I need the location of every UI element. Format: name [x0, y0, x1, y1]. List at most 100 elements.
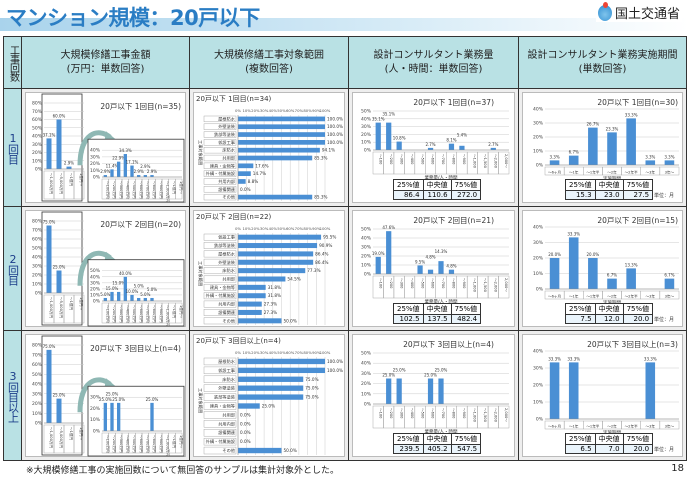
bar	[150, 297, 154, 301]
quartile-cell: 25%値	[393, 433, 424, 445]
bar	[568, 155, 579, 165]
y-tick-label: 80%	[32, 343, 43, 349]
value-label: 11.4%	[106, 163, 119, 168]
x-tick-label: 70%	[295, 108, 304, 113]
x-tick-label: 0%	[235, 108, 241, 113]
bar	[143, 175, 147, 177]
value-label: 5.0%	[134, 284, 144, 289]
chart-panel: 0% 10% 20% 30% 40% 50% 60% 70% 80% 90% 100% 仮設工事 95.…	[193, 210, 345, 327]
quartile-cell: 86.4	[393, 190, 424, 200]
category-label: ～700	[441, 154, 445, 165]
period-cell: 0% 10% 20% 30% 40% 33.3% ～6ヶ月 33.3% ～1年 ～1年半 ～2年 ～2…	[518, 330, 687, 461]
quartile-cell: 20.0	[622, 444, 654, 454]
bar	[238, 394, 304, 400]
category-cell	[498, 405, 510, 429]
category-label: ～900	[462, 408, 466, 419]
chart-title: 20戸以下 2回目(n=21)	[413, 216, 494, 225]
quartile-cell: 6.5	[565, 444, 596, 454]
category-cell	[203, 170, 237, 177]
bar	[396, 378, 402, 404]
category-label: ～1,500	[483, 408, 487, 423]
y-tick-label: 20%	[32, 401, 43, 407]
category-cell	[175, 432, 183, 454]
value-label: 2.9%	[134, 169, 144, 174]
y-tick-label: 40%	[361, 361, 372, 367]
category-label: ～1,000万円	[49, 427, 53, 448]
amount-cell: 0% 10% 20% 30% 40% 50% 60% 70% 80% 75.0% ～1,000万円 2…	[21, 206, 190, 331]
category-label: 1億円～	[79, 427, 84, 440]
value-label: 25.0%	[435, 367, 448, 372]
value-label: 85.3%	[314, 156, 327, 161]
bar	[438, 261, 444, 274]
value-label: 100.0%	[327, 359, 343, 364]
category-label: ～500万円	[132, 181, 136, 199]
value-label: 33.3%	[548, 356, 561, 361]
category-label: 3年～	[665, 294, 675, 299]
y-tick-label: 10%	[533, 271, 544, 277]
chart-title: 20戸以下 3回目以上(n=4)	[90, 344, 181, 353]
category-label: ～800万円	[152, 435, 156, 453]
value-label: 10.0%	[126, 289, 139, 294]
category-label: ～600	[431, 408, 435, 419]
category-label: ～100	[378, 154, 382, 165]
category-cell	[203, 393, 237, 401]
category-cell	[203, 178, 237, 185]
category-label: ～500万円	[132, 305, 136, 323]
y-tick-label: 60%	[32, 237, 43, 243]
category-cell	[203, 139, 237, 146]
value-label: 6.7%	[664, 273, 674, 278]
bar	[238, 309, 262, 315]
bar	[66, 166, 72, 169]
category-cell	[498, 151, 510, 175]
category-label: ～100万円	[106, 435, 110, 453]
category-label: ～200	[389, 278, 393, 289]
category-label: ～1,500	[483, 278, 487, 293]
value-label: 75.0%	[305, 395, 318, 400]
x-tick-label: 100%	[320, 108, 331, 113]
y-tick-label: 40%	[533, 107, 544, 113]
category-label: ～600万円	[139, 305, 143, 323]
x-tick-label: 60%	[286, 226, 295, 231]
bar	[46, 225, 52, 293]
quartile-cell: 中央値	[594, 433, 624, 445]
unit-label: 単位：月	[653, 193, 674, 199]
value-label: 27.3%	[264, 310, 277, 315]
bar	[549, 258, 560, 289]
value-label: 25.0%	[146, 397, 159, 402]
category-label: 1億円～	[179, 181, 184, 194]
chart-panel: 0% 10% 20% 30% 40% 33.3% ～6ヶ月 33.3% ～1年 ～1年半 ～2年 ～2…	[522, 334, 683, 457]
x-tick-label: 80%	[303, 108, 312, 113]
quartile-values: 86.4 110.6 272.0	[393, 190, 482, 200]
quartile-cell: 中央値	[422, 433, 452, 445]
chart-title: 20戸以下 2回目(n=20)	[100, 220, 181, 229]
category-label: ～1年	[569, 294, 579, 299]
bar	[137, 297, 141, 301]
category-label: 床防水	[222, 147, 235, 154]
value-label: 54.5%	[287, 277, 300, 282]
bar	[645, 160, 656, 165]
y-tick-label: 30%	[32, 142, 43, 148]
category-cell	[203, 366, 237, 375]
y-tick-label: 50%	[361, 227, 372, 233]
chart-svg: 0%10%20%30%40%50%60%70%80% 75.0%～1,000万円2…	[32, 335, 185, 456]
quartile-cell: 405.2	[422, 444, 452, 454]
x-axis-label: 実施期間	[603, 175, 621, 182]
x-tick-label: 50%	[277, 108, 286, 113]
category-label: ～600	[431, 278, 435, 289]
title-band	[0, 18, 688, 31]
quartile-values: 6.5 7.0 20.0	[565, 444, 654, 454]
chart-svg: 0%10%20%30%40%50%60%70%80% 75.0%～1,000万円2…	[32, 211, 185, 326]
y-tick-label: 0%	[35, 421, 43, 427]
y-tick-label: 30%	[90, 280, 101, 286]
y-tick-label: 50%	[32, 372, 43, 378]
category-label: ～800万円	[152, 305, 156, 323]
category-label: ～500万円	[132, 435, 136, 453]
y-tick-label: 20%	[32, 150, 43, 156]
bar	[375, 122, 381, 150]
x-tick-label: 60%	[286, 350, 295, 355]
category-label: 3年～	[665, 170, 675, 175]
workload-cell: 0% 10% 20% 30% 40% 50% 35.1% ～100 35.1% ～200 10.8%…	[348, 88, 519, 207]
category-label: 共用部	[222, 276, 235, 283]
value-label: 3.3%	[664, 154, 674, 159]
value-label: 0.0%	[240, 187, 251, 192]
